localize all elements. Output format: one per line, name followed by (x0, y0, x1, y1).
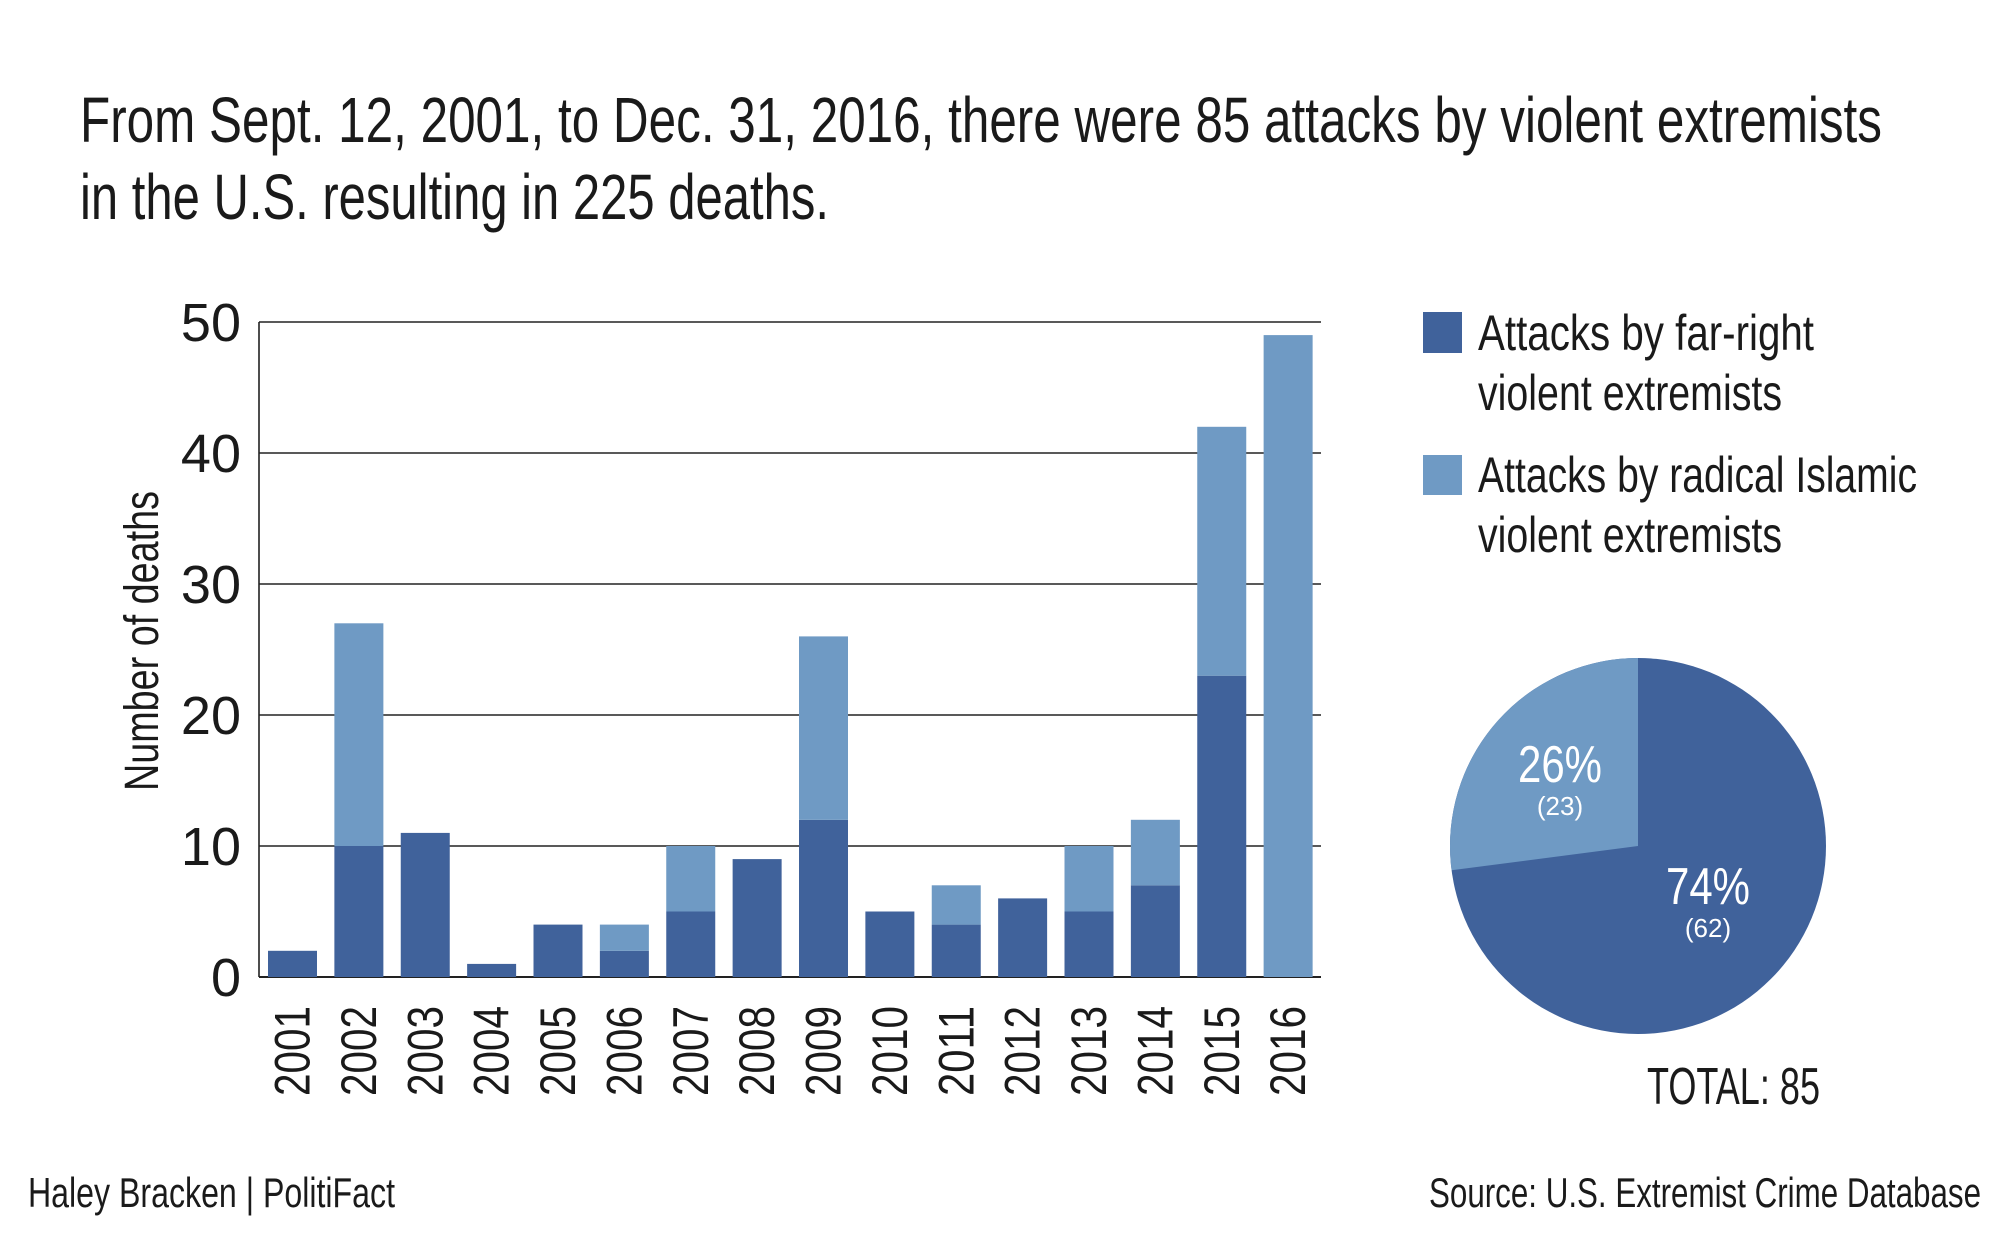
x-tick-label: 2004 (464, 1006, 520, 1096)
pie-label-far-right-pct: 74% (1666, 858, 1750, 916)
y-tick-label: 50 (181, 293, 241, 353)
credit: Haley Bracken | PolitiFact (28, 1169, 395, 1216)
bar-islamic-2016 (1263, 335, 1313, 978)
bar-islamic-2014 (1130, 819, 1180, 886)
bar-far-right-2011 (931, 924, 981, 977)
pie-label-far-right-count: (62) (1685, 913, 1731, 943)
legend-label-islamic-2: violent extremists (1478, 507, 1782, 563)
bar-far-right-2006 (599, 950, 649, 977)
bar-islamic-2006 (599, 924, 649, 951)
bar-far-right-2009 (799, 819, 848, 977)
legend-label-far-right-2: violent extremists (1478, 365, 1782, 421)
legend-swatch-islamic (1423, 455, 1462, 495)
bar-far-right-2013 (1064, 911, 1114, 977)
x-tick-label: 2009 (796, 1006, 852, 1096)
pie-label-islamic-count: (23) (1537, 791, 1583, 821)
bar-islamic-2011 (931, 885, 981, 925)
bar-far-right-2014 (1130, 885, 1180, 977)
y-tick-label: 20 (181, 686, 241, 746)
bar-far-right-2008 (732, 859, 782, 977)
y-tick-label: 10 (181, 817, 241, 877)
x-tick-label: 2010 (862, 1006, 918, 1096)
title-line-2: in the U.S. resulting in 225 deaths. (80, 161, 829, 233)
x-tick-label: 2001 (265, 1006, 321, 1096)
x-tick-label: 2015 (1194, 1006, 1250, 1096)
x-tick-label: 2005 (530, 1006, 586, 1096)
bar-far-right-2015 (1197, 675, 1247, 977)
x-tick-label: 2006 (596, 1006, 652, 1096)
x-tick-label: 2012 (995, 1006, 1051, 1096)
x-tick-label: 2007 (663, 1006, 719, 1096)
bar-islamic-2015 (1197, 426, 1247, 676)
legend-label-islamic-1: Attacks by radical Islamic (1478, 447, 1917, 503)
bar-islamic-2007 (666, 846, 716, 912)
pie-label-islamic-pct: 26% (1518, 736, 1602, 794)
bar-far-right-2007 (666, 911, 716, 977)
title-line-1: From Sept. 12, 2001, to Dec. 31, 2016, t… (80, 84, 1882, 156)
y-tick-label: 0 (211, 948, 241, 1008)
source: Source: U.S. Extremist Crime Database (1429, 1169, 1981, 1216)
legend-swatch-far-right (1423, 312, 1462, 353)
bar-islamic-2013 (1064, 846, 1114, 912)
bar-far-right-2005 (533, 924, 583, 977)
bar-far-right-2012 (998, 898, 1048, 977)
legend: Attacks by far-right violent extremists … (1423, 305, 1917, 563)
pie-chart (1449, 658, 1826, 1034)
y-axis-label: Number of deaths (116, 491, 169, 791)
x-tick-label: 2016 (1260, 1006, 1316, 1096)
x-tick-label: 2008 (729, 1006, 785, 1096)
bar-far-right-2001 (268, 950, 317, 977)
pie-slice-islamic (1449, 658, 1638, 871)
bars (268, 335, 1313, 978)
bar-far-right-2010 (865, 911, 915, 977)
x-tick-label: 2002 (331, 1006, 387, 1096)
x-tick-label: 2011 (928, 1006, 984, 1096)
bar-far-right-2002 (334, 846, 384, 977)
bar-far-right-2004 (467, 963, 517, 977)
legend-label-far-right-1: Attacks by far-right (1478, 305, 1814, 361)
bar-islamic-2009 (799, 636, 848, 820)
x-tick-labels: 2001 2002 2003 2004 2005 2006 2007 2008 2009 2010… (265, 1006, 1317, 1096)
x-tick-label: 2013 (1061, 1006, 1117, 1096)
x-tick-label: 2014 (1127, 1006, 1183, 1096)
bar-far-right-2003 (400, 832, 450, 977)
pie-total: TOTAL: 85 (1647, 1058, 1820, 1116)
x-tick-label: 2003 (397, 1006, 453, 1096)
y-tick-labels: 0 10 20 30 40 50 (181, 293, 241, 1008)
y-tick-label: 30 (181, 555, 241, 615)
bar-islamic-2002 (334, 623, 384, 846)
y-tick-label: 40 (181, 424, 241, 484)
